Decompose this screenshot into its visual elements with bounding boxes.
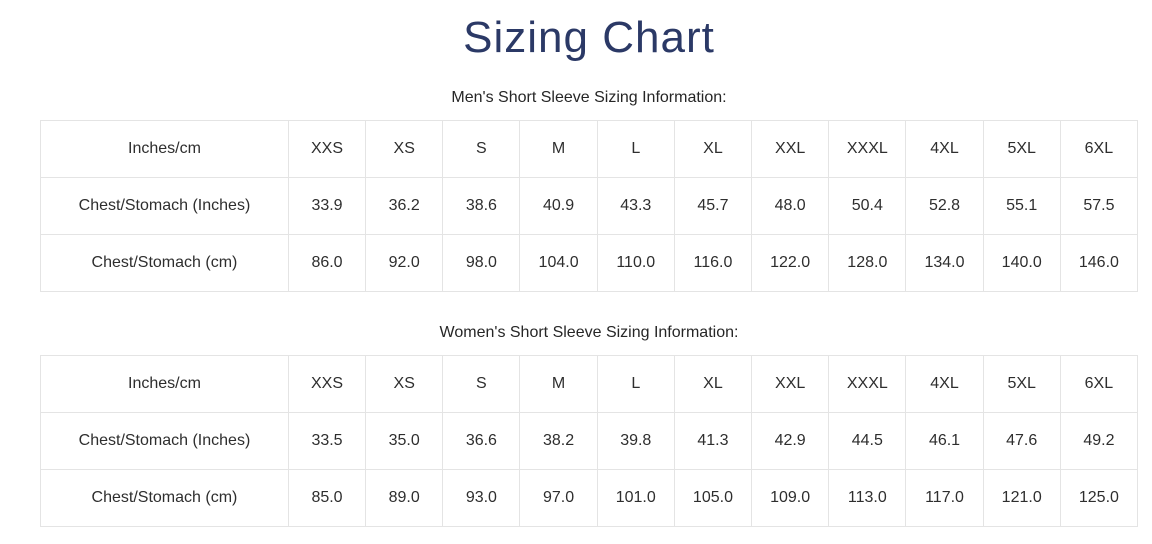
measurement-value-cell: 105.0: [673, 468, 753, 527]
size-header-cell: 6XL: [1059, 119, 1139, 178]
size-header-cell: XS: [365, 119, 444, 178]
row-label-cell: Chest/Stomach (Inches): [40, 411, 289, 470]
table-row: Chest/Stomach (Inches) 33.9 36.2 38.6 40.9 43…: [40, 176, 1139, 235]
measurement-value-cell: 50.4: [828, 176, 907, 235]
measurement-value-cell: 146.0: [1059, 233, 1139, 292]
mens-sizing-table: Inches/cm XXS XS S M L XL XXL XXXL 4XL 5XL 6XL Chest…: [40, 119, 1139, 292]
womens-table-caption: Women's Short Sleeve Sizing Information:: [439, 323, 739, 341]
table-row: Chest/Stomach (cm) 86.0 92.0 98.0 104.0 110.0…: [40, 233, 1139, 292]
size-header-cell: 5XL: [982, 119, 1061, 178]
page-title: Sizing Chart: [463, 13, 715, 62]
measurement-value-cell: 41.3: [673, 411, 753, 470]
size-header-cell: S: [442, 354, 521, 413]
measurement-value-cell: 38.2: [519, 411, 598, 470]
measurement-value-cell: 39.8: [596, 411, 675, 470]
measurement-value-cell: 42.9: [751, 411, 830, 470]
size-header-cell: XXXL: [828, 119, 907, 178]
measurement-value-cell: 57.5: [1059, 176, 1139, 235]
size-header-cell: L: [596, 354, 675, 413]
row-label-cell: Chest/Stomach (cm): [40, 233, 289, 292]
measurement-value-cell: 36.6: [442, 411, 521, 470]
measurement-value-cell: 35.0: [365, 411, 444, 470]
header-row: Inches/cm XXS XS S M L XL XXL XXXL 4XL 5XL 6XL: [40, 119, 1139, 178]
measurement-value-cell: 43.3: [596, 176, 675, 235]
measurement-value-cell: 117.0: [905, 468, 984, 527]
size-header-cell: 4XL: [905, 119, 984, 178]
measurement-value-cell: 104.0: [519, 233, 598, 292]
measurement-value-cell: 36.2: [365, 176, 444, 235]
size-header-cell: XXL: [751, 354, 830, 413]
measurement-value-cell: 101.0: [596, 468, 675, 527]
measurement-value-cell: 45.7: [673, 176, 753, 235]
womens-sizing-table: Inches/cm XXS XS S M L XL XXL XXXL 4XL 5XL 6XL Chest…: [40, 354, 1139, 527]
size-header-cell: 4XL: [905, 354, 984, 413]
measurement-value-cell: 33.9: [287, 176, 367, 235]
measurement-value-cell: 47.6: [982, 411, 1061, 470]
measurement-value-cell: 93.0: [442, 468, 521, 527]
measurement-value-cell: 121.0: [982, 468, 1061, 527]
measurement-value-cell: 125.0: [1059, 468, 1139, 527]
size-header-cell: XS: [365, 354, 444, 413]
size-header-cell: M: [519, 354, 598, 413]
table-row: Chest/Stomach (cm) 85.0 89.0 93.0 97.0 101.0 1…: [40, 468, 1139, 527]
measurement-value-cell: 122.0: [751, 233, 830, 292]
size-header-cell: XXS: [287, 119, 367, 178]
measurement-value-cell: 89.0: [365, 468, 444, 527]
measurement-value-cell: 97.0: [519, 468, 598, 527]
size-header-cell: XXXL: [828, 354, 907, 413]
measurement-value-cell: 55.1: [982, 176, 1061, 235]
measurement-value-cell: 128.0: [828, 233, 907, 292]
size-header-cell: XL: [673, 119, 753, 178]
mens-sizing-section: Men's Short Sleeve Sizing Information: I…: [40, 88, 1139, 292]
table-row: Chest/Stomach (Inches) 33.5 35.0 36.6 38.2 39…: [40, 411, 1139, 470]
size-header-cell: L: [596, 119, 675, 178]
measurement-value-cell: 140.0: [982, 233, 1061, 292]
measurement-value-cell: 134.0: [905, 233, 984, 292]
mens-table-caption: Men's Short Sleeve Sizing Information:: [451, 88, 727, 106]
measurement-value-cell: 46.1: [905, 411, 984, 470]
measurement-value-cell: 48.0: [751, 176, 830, 235]
measurement-value-cell: 92.0: [365, 233, 444, 292]
measurement-value-cell: 38.6: [442, 176, 521, 235]
size-header-cell: XL: [673, 354, 753, 413]
header-row: Inches/cm XXS XS S M L XL XXL XXXL 4XL 5XL 6XL: [40, 354, 1139, 413]
womens-sizing-section: Women's Short Sleeve Sizing Information:…: [40, 323, 1139, 527]
measurement-value-cell: 40.9: [519, 176, 598, 235]
measurement-value-cell: 52.8: [905, 176, 984, 235]
size-header-cell: S: [442, 119, 521, 178]
size-header-cell: 6XL: [1059, 354, 1139, 413]
size-header-cell: XXS: [287, 354, 367, 413]
unit-header-cell: Inches/cm: [40, 119, 289, 178]
measurement-value-cell: 110.0: [596, 233, 675, 292]
measurement-value-cell: 85.0: [287, 468, 367, 527]
size-header-cell: M: [519, 119, 598, 178]
unit-header-cell: Inches/cm: [40, 354, 289, 413]
size-header-cell: 5XL: [982, 354, 1061, 413]
measurement-value-cell: 116.0: [673, 233, 753, 292]
row-label-cell: Chest/Stomach (Inches): [40, 176, 289, 235]
measurement-value-cell: 109.0: [751, 468, 830, 527]
measurement-value-cell: 98.0: [442, 233, 521, 292]
size-header-cell: XXL: [751, 119, 830, 178]
measurement-value-cell: 86.0: [287, 233, 367, 292]
row-label-cell: Chest/Stomach (cm): [40, 468, 289, 527]
measurement-value-cell: 113.0: [828, 468, 907, 527]
measurement-value-cell: 33.5: [287, 411, 367, 470]
measurement-value-cell: 44.5: [828, 411, 907, 470]
sizing-chart-page: Sizing Chart Men's Short Sleeve Sizing I…: [0, 12, 1152, 527]
measurement-value-cell: 49.2: [1059, 411, 1139, 470]
